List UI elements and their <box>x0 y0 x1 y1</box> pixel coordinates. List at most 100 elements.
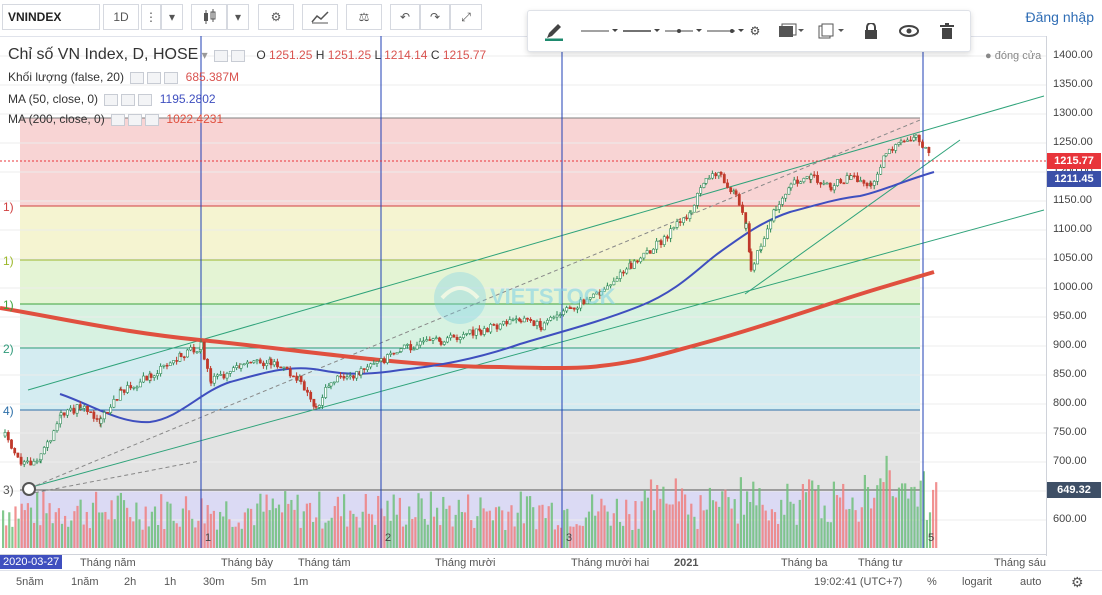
price-tick: 950.00 <box>1053 310 1087 322</box>
chevron-down-icon[interactable]: ▾ <box>227 4 249 30</box>
candle-body <box>145 375 149 381</box>
percent-toggle[interactable]: % <box>927 576 937 588</box>
eye-icon[interactable] <box>111 113 126 126</box>
ma200-label[interactable]: MA (200, close, 0) <box>8 112 105 126</box>
candle-body <box>206 358 209 369</box>
range-1h[interactable]: 1h <box>164 576 177 588</box>
candle-body <box>622 271 625 274</box>
candle-body <box>558 314 562 316</box>
gear-icon[interactable] <box>147 71 162 84</box>
volume-bar <box>742 514 746 548</box>
clone-icon[interactable] <box>814 17 848 45</box>
time-axis[interactable]: 2020-03-27 Tháng năm Tháng bảy Tháng tám… <box>0 554 1046 571</box>
candle-body <box>784 193 788 199</box>
trend-channel[interactable] <box>27 95 1045 495</box>
volume-bar <box>349 510 352 548</box>
volume-bar <box>82 524 85 548</box>
eye-icon[interactable] <box>894 17 924 45</box>
compare-scale-icon[interactable]: ⚖ <box>346 4 382 30</box>
redo-icon[interactable]: ↷ <box>420 4 450 30</box>
volume-bar <box>535 529 538 548</box>
more-intervals-icon[interactable]: ⋮ <box>141 4 161 30</box>
close-icon[interactable] <box>138 93 153 106</box>
volume-bar <box>439 525 442 548</box>
visual-order-icon[interactable] <box>774 17 808 45</box>
legend-title-row: Chỉ số VN Index, D, HOSE ▾ O 1251.25 H 1… <box>8 46 486 64</box>
chevron-down-icon[interactable]: ▾ <box>161 4 183 30</box>
candle-body <box>914 134 918 138</box>
range-1m[interactable]: 1m <box>293 576 309 588</box>
gear-icon[interactable] <box>128 113 143 126</box>
line-width-icon[interactable] <box>620 17 662 45</box>
candle-type-icon[interactable] <box>191 4 227 30</box>
line-style-solid-icon[interactable] <box>578 17 620 45</box>
symbol-input[interactable]: VNINDEX <box>2 4 100 30</box>
eye-icon[interactable] <box>104 93 119 106</box>
log-toggle[interactable]: logarit <box>962 576 992 588</box>
volume-bar <box>575 524 578 548</box>
volume-bar <box>327 520 330 548</box>
volume-bar <box>203 523 206 548</box>
candle-body <box>729 187 733 193</box>
lock-icon[interactable] <box>856 17 886 45</box>
gear-icon[interactable]: ⚙ <box>749 24 761 38</box>
chevron-down-icon[interactable]: ▾ <box>198 48 208 62</box>
close-icon[interactable] <box>164 71 179 84</box>
volume-bar <box>690 503 693 548</box>
series-title[interactable]: Chỉ số VN Index, D, HOSE <box>8 46 199 63</box>
volume-bar <box>547 506 550 548</box>
range-5y[interactable]: 5năm <box>16 576 44 588</box>
chart-canvas[interactable]: VIETSTOCK 1 2 3 5 <box>0 36 1046 556</box>
volume-bar <box>358 527 361 548</box>
volume-bar <box>910 487 913 548</box>
close-icon[interactable] <box>145 113 160 126</box>
candle-body <box>722 174 726 184</box>
volume-bar <box>355 516 358 548</box>
candle-body <box>434 337 438 340</box>
volume-bar <box>405 524 408 548</box>
candle-body <box>819 182 823 185</box>
auto-toggle[interactable]: auto <box>1020 576 1042 588</box>
line-end-icon[interactable] <box>704 17 746 45</box>
volume-label[interactable]: Khối lượng (false, 20) <box>8 70 124 84</box>
indicators-icon[interactable] <box>302 4 338 30</box>
eye-icon[interactable] <box>214 49 228 62</box>
anchor-handle[interactable] <box>22 482 36 496</box>
candle-body <box>489 324 493 333</box>
volume-bar <box>668 504 671 548</box>
line-start-icon[interactable] <box>662 17 704 45</box>
fullscreen-icon[interactable]: ⤢ <box>450 4 482 30</box>
gear-icon[interactable] <box>231 49 245 62</box>
candle-body <box>562 310 565 315</box>
volume-bar <box>448 505 451 548</box>
volume-bar <box>485 511 488 548</box>
volume-bar <box>820 518 823 548</box>
candle-body <box>839 179 843 184</box>
price-axis[interactable]: 1400.001350.001300.001250.001200.001150.… <box>1046 36 1102 556</box>
eye-icon[interactable] <box>130 71 145 84</box>
undo-icon[interactable]: ↶ <box>390 4 420 30</box>
gear-icon[interactable]: ⚙ <box>1071 574 1084 590</box>
volume-bar <box>274 508 277 548</box>
volume-bar <box>116 495 119 548</box>
gear-icon[interactable] <box>121 93 136 106</box>
range-30m[interactable]: 30m <box>203 576 225 588</box>
chart-pane[interactable]: VIETSTOCK 1 2 3 5 1) 1) 1) 2) 4) 3) <box>0 36 1046 556</box>
candle-body <box>299 375 303 382</box>
range-5m[interactable]: 5m <box>251 576 267 588</box>
pencil-icon[interactable] <box>536 17 572 45</box>
ma50-label[interactable]: MA (50, close, 0) <box>8 92 99 106</box>
login-link[interactable]: Đăng nhập <box>1025 9 1094 25</box>
vertical-lines[interactable] <box>200 36 924 548</box>
volume-bar <box>591 494 594 548</box>
gear-icon[interactable]: ⚙ <box>258 4 294 30</box>
interval-button[interactable]: 1D <box>103 4 139 30</box>
fib-retracement[interactable] <box>20 117 920 548</box>
candle-body <box>409 344 413 351</box>
volume-bar <box>129 517 132 548</box>
candle-body <box>669 228 673 239</box>
range-1y[interactable]: 1năm <box>71 576 99 588</box>
trash-icon[interactable] <box>932 17 962 45</box>
candle-body <box>792 179 796 185</box>
range-2h[interactable]: 2h <box>124 576 137 588</box>
